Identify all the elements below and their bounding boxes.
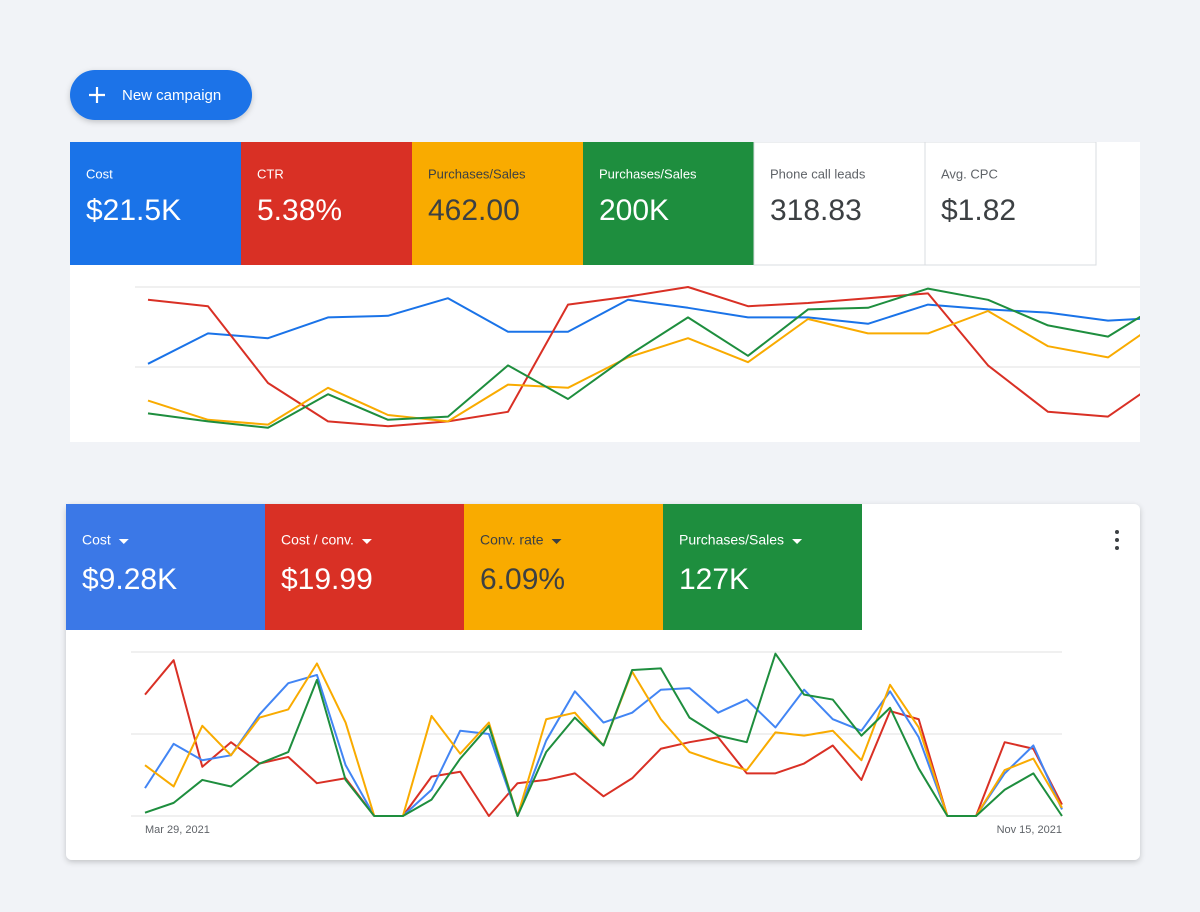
series-line	[147, 286, 1140, 428]
button-label[interactable]: New campaign	[122, 87, 221, 104]
menu-dot[interactable]	[1115, 546, 1119, 550]
metric-label[interactable]: Conv. rate	[480, 532, 544, 548]
metric-label[interactable]: Purchases/Sales	[599, 166, 697, 181]
metric-value[interactable]: $21.5K	[86, 194, 181, 227]
series-line	[147, 287, 1140, 429]
series-line	[144, 673, 1063, 817]
metric-label[interactable]: Cost / conv.	[281, 532, 354, 548]
menu-dot[interactable]	[1115, 538, 1119, 542]
metric-label[interactable]: Cost	[86, 166, 113, 181]
metric-tile[interactable]	[241, 142, 412, 265]
metric-value[interactable]: $1.82	[941, 194, 1016, 227]
metric-tile[interactable]	[412, 142, 583, 265]
metric-value[interactable]: $9.28K	[82, 563, 177, 596]
metric-tile[interactable]	[464, 504, 663, 630]
metric-tile[interactable]	[753, 142, 926, 266]
metric-label[interactable]: Phone call leads	[770, 166, 866, 181]
metric-label[interactable]: Purchases/Sales	[679, 532, 784, 548]
x-tick-label: Nov 15, 2021	[997, 824, 1062, 836]
metric-value[interactable]: 462.00	[428, 194, 520, 227]
metric-tile[interactable]	[583, 142, 754, 265]
series-line	[144, 659, 1063, 817]
metric-value[interactable]: 200K	[599, 194, 669, 227]
metric-label[interactable]: Cost	[82, 532, 111, 548]
series-line	[147, 310, 1140, 426]
plus-icon[interactable]	[89, 87, 105, 103]
dropdown-arrow[interactable]	[551, 539, 562, 544]
chart-top: Cost $21.5K CTR 5.38% Purchases/Sales 462.00 P…	[70, 142, 1140, 429]
metric-tile[interactable]	[663, 504, 862, 630]
button-bg[interactable]	[70, 70, 252, 120]
metric-value[interactable]: 127K	[679, 563, 749, 596]
metric-tile[interactable]	[66, 504, 265, 630]
dropdown-arrow[interactable]	[118, 539, 129, 544]
metric-value[interactable]: $19.99	[281, 563, 373, 596]
chart-bottom: Cost $9.28K Cost / conv. $19.99 Conv. rate 6.…	[66, 504, 1119, 836]
metric-label[interactable]: Purchases/Sales	[428, 166, 526, 181]
dropdown-arrow[interactable]	[361, 539, 372, 544]
metric-label[interactable]: CTR	[257, 166, 284, 181]
metric-value[interactable]: 318.83	[770, 194, 862, 227]
metric-value[interactable]: 5.38%	[257, 194, 342, 227]
metric-tile[interactable]	[265, 504, 464, 630]
series-line	[147, 297, 1140, 365]
metric-tile[interactable]	[924, 142, 1097, 266]
dropdown-arrow[interactable]	[792, 539, 803, 544]
metric-value[interactable]: 6.09%	[480, 563, 565, 596]
metric-tile[interactable]	[70, 142, 241, 265]
menu-dot[interactable]	[1115, 530, 1119, 534]
series-line	[144, 652, 1063, 817]
x-tick-label: Mar 29, 2021	[145, 824, 210, 836]
new-campaign-button[interactable]: New campaign	[70, 70, 252, 120]
metric-label[interactable]: Avg. CPC	[941, 166, 998, 181]
